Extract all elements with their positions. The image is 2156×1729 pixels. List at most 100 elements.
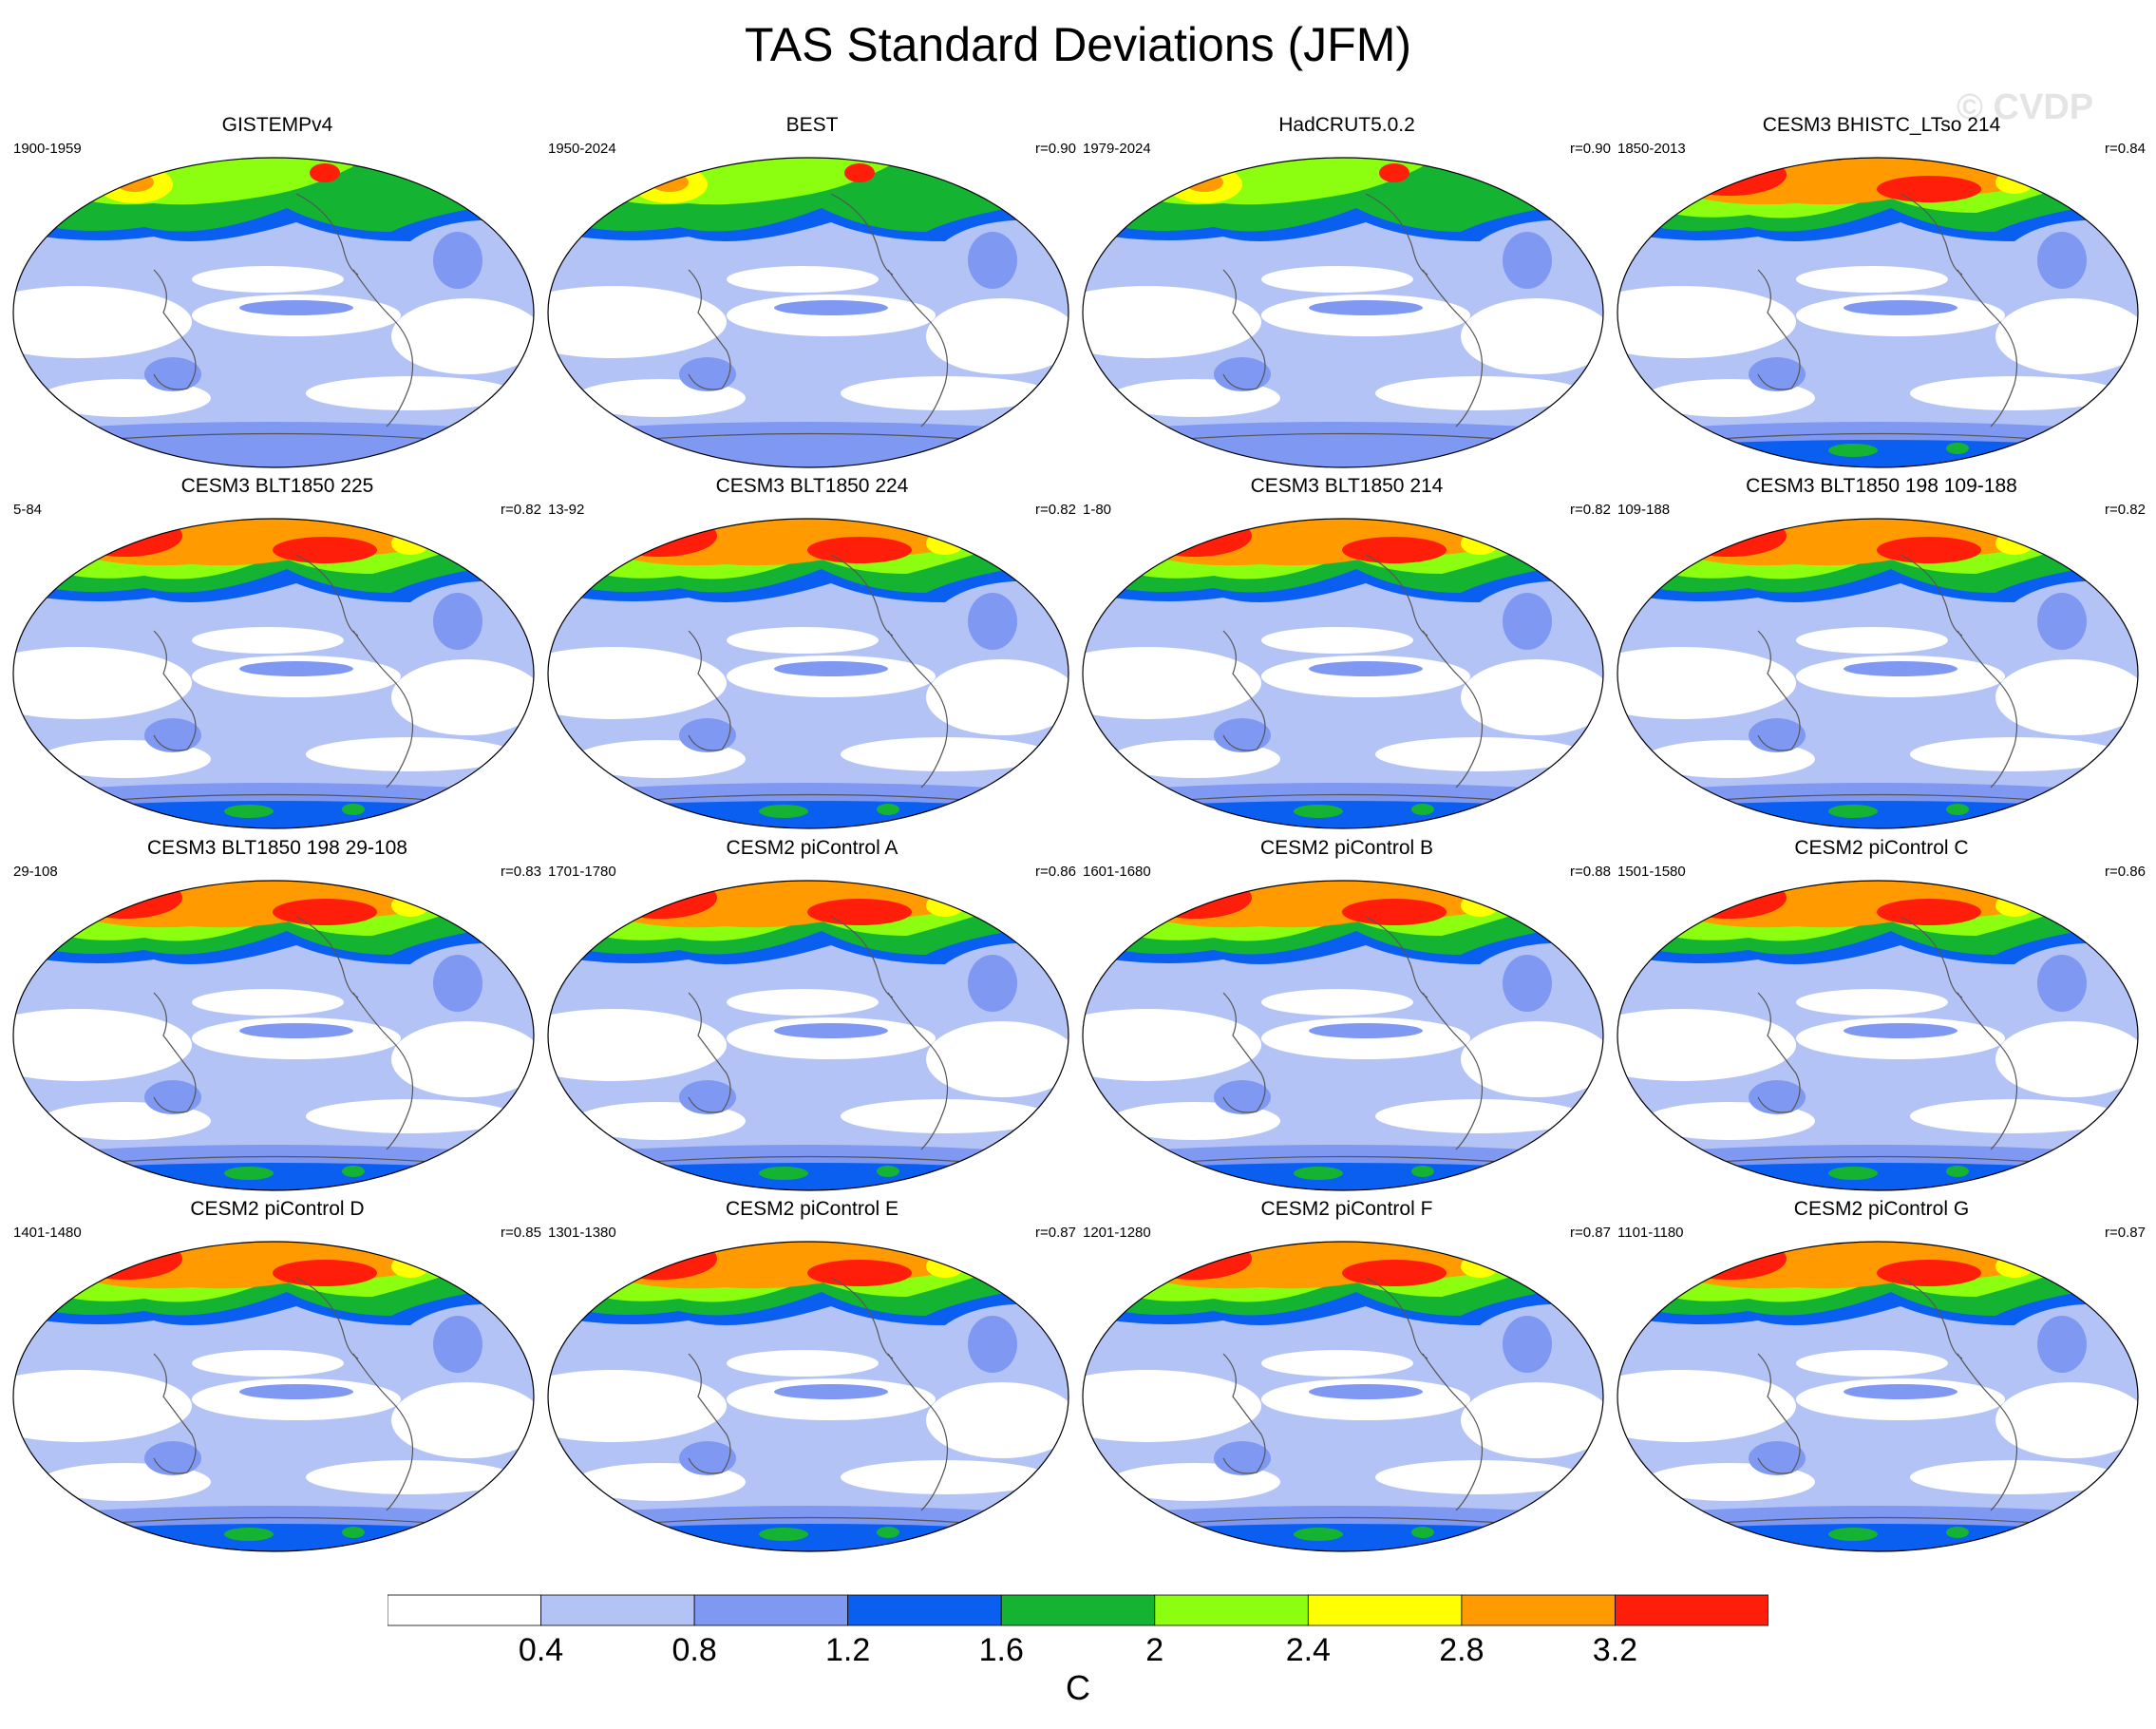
low-band-south-east — [1910, 1099, 2119, 1133]
low-band-north-pacific — [192, 1350, 344, 1377]
equatorial-tongue — [239, 1023, 353, 1038]
map-panel: CESM3 BHISTC_LTso 214 1850-2013 r=0.84 — [1616, 114, 2147, 475]
map-panel: HadCRUT5.0.2 1979-2024 r=0.90 — [1081, 114, 1613, 475]
antarctic-hotspot-1 — [1294, 1167, 1343, 1180]
coastline-north-america — [830, 1277, 894, 1359]
coastline-americas — [887, 1353, 949, 1511]
panel-period: 1900-1959 — [13, 141, 82, 157]
colorbar-segment — [1307, 1594, 1463, 1626]
antarctic-band — [548, 1163, 1069, 1190]
coastline-americas — [1422, 630, 1484, 788]
panel-title: CESM3 BLT1850 225 — [180, 475, 374, 497]
coastline-antarctica — [621, 1516, 993, 1526]
map-panel: CESM3 BLT1850 198 109-188 109-188 r=0.82 — [1616, 475, 2147, 836]
panel-title: CESM3 BLT1850 224 — [715, 475, 909, 497]
map-svg — [1617, 1241, 2139, 1552]
panel-correlation: r=0.87 — [1570, 1225, 1611, 1241]
panel-title: HadCRUT5.0.2 — [1278, 114, 1415, 136]
hotspot-eurasia — [807, 899, 912, 925]
coastline-asia-australia — [688, 992, 731, 1113]
low-band-north-pacific — [1796, 627, 1948, 654]
colorbar-tick-label: 1.2 — [825, 1632, 871, 1668]
panel-correlation: r=0.82 — [1035, 502, 1076, 518]
low-band-south-east — [1375, 1099, 1584, 1133]
low-band-north-pacific — [1261, 627, 1413, 654]
map-svg — [547, 157, 1069, 468]
low-band-west — [13, 1370, 192, 1442]
antarctic-hotspot-1 — [1828, 1167, 1878, 1180]
hotspot-eurasia — [273, 899, 377, 925]
map-field — [13, 158, 534, 467]
map-border — [12, 157, 535, 468]
hotspot-siberia — [1461, 532, 1499, 555]
panel-period: 1101-1180 — [1617, 1225, 1684, 1241]
low-band-west — [1083, 1009, 1261, 1081]
low-band-east — [1461, 659, 1603, 735]
hotspot-north-america — [1673, 1242, 1787, 1280]
hotspot-siberia — [391, 894, 429, 917]
map-svg — [1082, 518, 1604, 829]
low-band-east — [1995, 1382, 2138, 1458]
low-band-south-east — [841, 1460, 1050, 1494]
low-band-north-pacific — [1796, 1350, 1948, 1377]
antarctic-band — [1083, 801, 1603, 828]
low-band-east — [391, 1382, 534, 1458]
panel-title: CESM2 piControl C — [1794, 837, 1969, 859]
low-band-east — [1995, 298, 2138, 374]
australia-patch — [679, 1441, 736, 1475]
atlantic-patch — [1503, 1316, 1552, 1373]
low-band-west — [1617, 1370, 1796, 1442]
hotspot-north-america — [1138, 881, 1252, 919]
low-band-north-pacific — [727, 1350, 879, 1377]
colorbar-tick-label: 1.6 — [978, 1632, 1024, 1668]
map-panel: CESM2 piControl G 1101-1180 r=0.87 — [1616, 1198, 2147, 1559]
coastlines — [1691, 1277, 2063, 1526]
atlantic-patch — [1503, 593, 1552, 650]
panel-correlation: r=0.82 — [501, 502, 541, 518]
map-panel: CESM2 piControl B 1601-1680 r=0.88 — [1081, 837, 1613, 1198]
low-band-west — [548, 1370, 727, 1442]
antarctic-hotspot-2 — [1946, 1166, 1969, 1177]
low-band-south-east — [1375, 1460, 1584, 1494]
atlantic-patch — [1503, 955, 1552, 1012]
coastline-antarctica — [86, 793, 459, 803]
australia-patch — [679, 357, 736, 391]
coastline-north-america — [1365, 554, 1428, 636]
antarctic-band — [1617, 1163, 2138, 1190]
low-band-east — [1995, 659, 2138, 735]
low-band-east — [1995, 1021, 2138, 1097]
panel-period: 1979-2024 — [1083, 141, 1151, 157]
atlantic-patch — [1503, 232, 1552, 289]
coastline-americas — [1957, 1353, 2018, 1511]
equatorial-tongue — [1844, 661, 1957, 676]
hotspot-siberia — [926, 894, 964, 917]
coastlines — [621, 554, 993, 803]
atlantic-patch — [2037, 1316, 2087, 1373]
antarctic-hotspot-2 — [1411, 804, 1434, 815]
low-band-east — [926, 1382, 1069, 1458]
coastline-asia-australia — [688, 630, 731, 751]
panel-title: CESM2 piControl D — [190, 1198, 365, 1220]
colorbar-tick-label: 2.4 — [1285, 1632, 1331, 1668]
coastline-antarctica — [1156, 432, 1528, 442]
hotspot-north-america — [603, 881, 717, 919]
coastline-north-america — [1900, 916, 1963, 998]
antarctic-band — [548, 1524, 1069, 1551]
map-svg — [547, 1241, 1069, 1552]
low-band-north-pacific — [727, 989, 879, 1016]
southern-ocean-band — [1083, 422, 1603, 467]
low-band-west — [1083, 1370, 1261, 1442]
panel-title: CESM3 BLT1850 198 29-108 — [147, 837, 407, 859]
colorbar-tick-label: 0.4 — [518, 1632, 564, 1668]
panel-title: BEST — [785, 114, 839, 136]
australia-patch — [1749, 1441, 1806, 1475]
equatorial-tongue — [1309, 661, 1423, 676]
low-band-north-pacific — [1261, 266, 1413, 293]
map-border — [1082, 880, 1604, 1191]
antarctic-band — [1617, 801, 2138, 828]
antarctic-hotspot-2 — [877, 1166, 899, 1177]
coastline-americas — [1422, 992, 1484, 1150]
antarctic-hotspot-1 — [224, 1528, 274, 1541]
hotspot-eurasia — [1877, 1260, 1981, 1286]
panel-title: CESM2 piControl F — [1260, 1198, 1433, 1220]
